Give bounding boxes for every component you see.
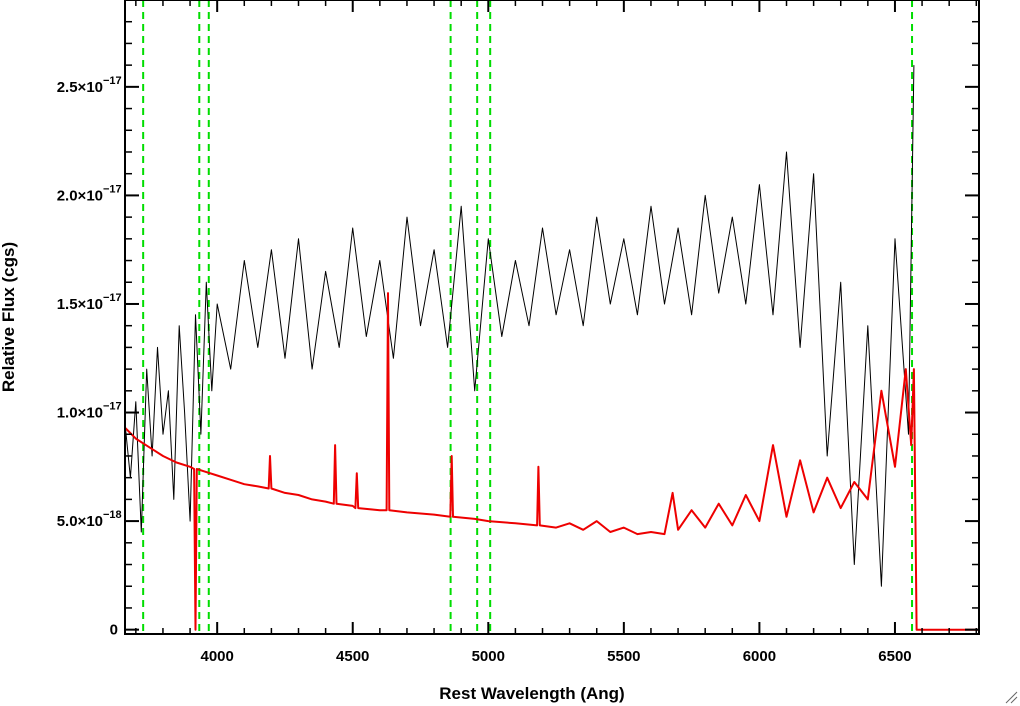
- x-tick-label-4: 6000: [743, 648, 776, 665]
- axis-tick-labels: 4000 4500 5000 5500 6000 6500 0 5.0×10 −18 1.0×10…: [57, 75, 912, 665]
- plot-frame: [124, 0, 980, 635]
- series-line-1: [125, 292, 979, 631]
- y-tick-exponent-4: −17: [103, 183, 122, 195]
- series-line-0: [125, 65, 915, 587]
- y-axis-title: Relative Flux (cgs): [0, 242, 18, 392]
- y-tick-label-0: 0: [110, 622, 118, 639]
- x-tick-label-2: 5000: [472, 648, 505, 665]
- y-tick-label-5: 2.5×10: [57, 79, 103, 96]
- y-tick-exponent-1: −18: [103, 509, 122, 521]
- x-axis-title: Rest Wavelength (Ang): [439, 684, 624, 703]
- y-tick-exponent-5: −17: [103, 75, 122, 87]
- series-layer: [125, 65, 979, 631]
- y-tick-label-4: 2.0×10: [57, 187, 103, 204]
- x-tick-label-3: 5500: [607, 648, 640, 665]
- y-tick-label-1: 5.0×10: [57, 513, 103, 530]
- y-tick-label-2: 1.0×10: [57, 405, 103, 422]
- x-tick-label-1: 4500: [336, 648, 369, 665]
- axis-ticks: [125, 0, 979, 634]
- y-tick-exponent-3: −17: [103, 292, 122, 304]
- x-tick-label-5: 6500: [878, 648, 911, 665]
- y-tick-label-3: 1.5×10: [57, 296, 103, 313]
- y-tick-exponent-2: −17: [103, 401, 122, 413]
- x-tick-label-0: 4000: [200, 648, 233, 665]
- resize-grip-icon[interactable]: [1004, 690, 1018, 704]
